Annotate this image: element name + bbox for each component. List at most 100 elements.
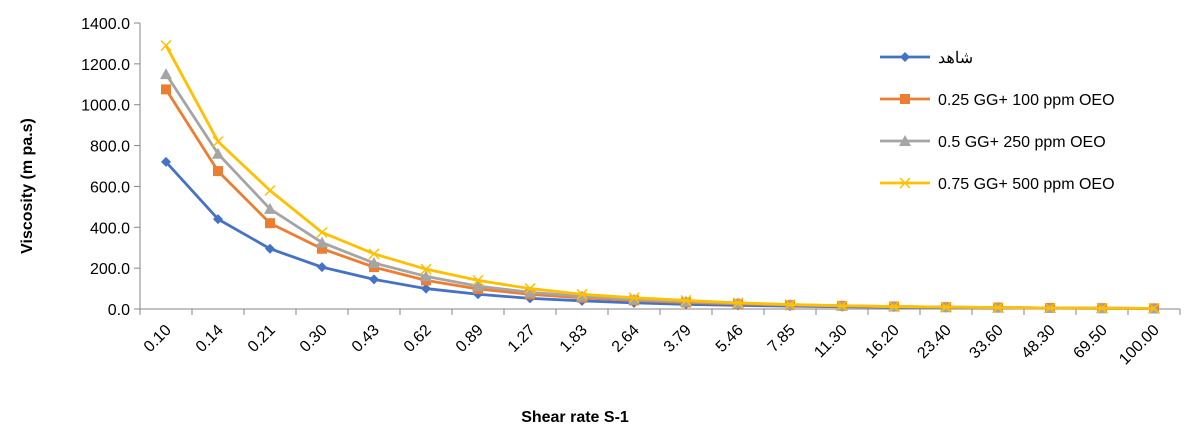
y-axis-title-group: Viscosity (m pa.s) [19, 118, 36, 254]
data-point-stroke [212, 135, 224, 148]
legend-item-2: 0.5 GG+ 250 ppm OEO [880, 134, 1106, 151]
data-point [212, 147, 224, 159]
data-point [421, 283, 431, 294]
data-point-stroke [368, 248, 380, 260]
data-point [265, 243, 275, 254]
data-point [264, 184, 276, 197]
legend: شاهد 0.25 GG+ 100 ppm OEO 0.5 GG+ 250 ppm … [880, 50, 1115, 193]
x-tick-label: 23.40 [914, 322, 954, 362]
data-point [472, 274, 484, 286]
data-point-stroke [1044, 302, 1056, 314]
data-point [836, 300, 848, 312]
data-point [576, 290, 588, 302]
x-tick-label: 0.89 [453, 322, 487, 356]
data-point-stroke [316, 226, 328, 238]
data-point-stroke [680, 294, 692, 306]
data-point [420, 270, 432, 282]
data-point [317, 262, 327, 273]
x-tick-label: 0.14 [193, 322, 227, 356]
y-tick-label: 400.0 [90, 220, 130, 237]
data-point [628, 292, 640, 304]
data-point [369, 274, 379, 285]
data-point [888, 301, 900, 313]
x-tick-label: 0.21 [245, 322, 279, 356]
legend-item-3: 0.75 GG+ 500 ppm OEO [880, 176, 1115, 193]
y-tick-label: 800.0 [90, 139, 130, 156]
series-3 [160, 39, 1160, 314]
y-axis-title: Viscosity (m pa.s) [19, 118, 36, 254]
data-point [576, 288, 588, 300]
data-point [368, 257, 380, 269]
series-1 [161, 84, 1159, 314]
legend-label: شاهد [938, 50, 973, 67]
x-tick-label: 1.83 [557, 322, 591, 356]
data-point-stroke [524, 283, 536, 295]
y-tick-label: 1400.0 [81, 16, 130, 33]
data-point [317, 243, 327, 254]
x-tick-label: 69.50 [1070, 322, 1110, 362]
data-point [316, 236, 328, 248]
data-point-stroke [628, 292, 640, 304]
data-point [420, 263, 432, 275]
data-point [1096, 302, 1108, 314]
data-point-stroke [992, 302, 1004, 314]
data-point [213, 214, 223, 225]
x-tick-label: 0.10 [141, 322, 175, 356]
data-point [160, 39, 172, 52]
data-point-stroke [732, 297, 744, 309]
data-point [899, 135, 911, 146]
legend-label: 0.5 GG+ 250 ppm OEO [938, 134, 1106, 151]
x-tick-label: 0.43 [349, 322, 383, 356]
y-tick-label: 600.0 [90, 179, 130, 196]
data-point [1044, 302, 1056, 314]
data-point [213, 166, 223, 177]
data-point [992, 302, 1004, 314]
data-point [899, 177, 911, 189]
data-point [161, 156, 171, 167]
data-point-stroke [784, 298, 796, 311]
data-point [264, 202, 276, 214]
series-line [164, 88, 1155, 310]
data-point [524, 286, 536, 298]
data-point [212, 135, 224, 148]
data-point-stroke [576, 288, 588, 300]
data-point [472, 280, 484, 292]
x-tick-label: 48.30 [1018, 322, 1058, 362]
data-point-stroke [940, 301, 952, 313]
series-line [164, 44, 1155, 310]
data-point [265, 218, 275, 229]
x-tick-label: 0.30 [297, 322, 331, 356]
data-point [368, 248, 380, 260]
x-tick-label: 5.46 [713, 322, 747, 356]
x-tick-label: 11.30 [811, 322, 851, 362]
data-point-stroke [1148, 302, 1160, 314]
x-ticks: 0.10 0.14 0.21 0.30 0.43 0.62 0.89 1.27 1.83 2.64… [139, 309, 1181, 369]
data-point [524, 283, 536, 295]
data-point-stroke [1096, 302, 1108, 314]
x-axis-title: Shear rate S-1 [521, 409, 629, 426]
series-layer [160, 39, 1160, 314]
data-point [940, 301, 952, 313]
x-tick-label: 0.62 [401, 322, 435, 356]
legend-item-1: 0.25 GG+ 100 ppm OEO [880, 92, 1115, 109]
y-tick-label: 1000.0 [81, 98, 130, 115]
legend-label: 0.25 GG+ 100 ppm OEO [938, 92, 1115, 109]
legend-item-0: شاهد [880, 50, 973, 67]
data-point [900, 94, 910, 104]
data-point [732, 297, 744, 309]
data-point-stroke [836, 300, 848, 312]
x-tick-label: 16.20 [862, 322, 902, 362]
x-tick-label: 33.60 [966, 322, 1006, 362]
data-point [680, 294, 692, 306]
y-tick-label: 1200.0 [81, 57, 130, 74]
data-point-stroke [264, 184, 276, 197]
data-point-stroke [160, 39, 172, 52]
legend-label: 0.75 GG+ 500 ppm OEO [938, 176, 1115, 193]
data-point [784, 298, 796, 311]
x-tick-label: 1.27 [505, 322, 539, 356]
data-point-stroke [899, 177, 911, 189]
x-tick-label: 2.64 [609, 322, 643, 356]
x-tick-label: 100.00 [1116, 322, 1163, 369]
y-tick-label: 200.0 [90, 261, 130, 278]
